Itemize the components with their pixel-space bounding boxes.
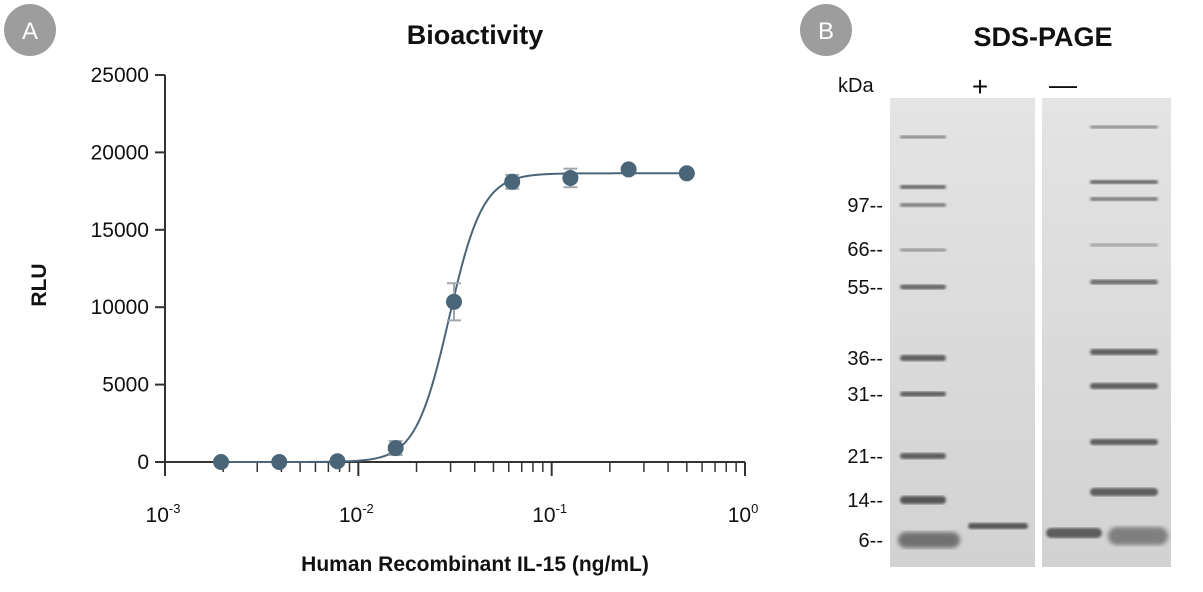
y-tick-label: 10000 <box>91 296 149 319</box>
data-point <box>271 454 288 470</box>
panel-b-badge-label: B <box>818 18 834 45</box>
gel-band <box>900 185 946 189</box>
marker-label: 6-- <box>859 530 883 552</box>
panel-a-badge-label: A <box>22 18 38 45</box>
gel-band <box>1090 349 1158 355</box>
panel-b: B SDS-PAGE kDa + — 97-- 66-- 55-- 36-- 31-- 2… <box>800 4 1171 567</box>
y-axis-label: RLU <box>28 263 51 306</box>
gel-right-panel <box>1042 98 1171 567</box>
gel-band <box>1046 528 1102 538</box>
data-point <box>446 293 463 310</box>
gel-bands <box>898 125 1168 548</box>
data-point <box>329 453 346 470</box>
gel-band <box>1090 488 1158 496</box>
x-tick-label: 100 <box>728 501 759 527</box>
gel-band <box>900 203 946 207</box>
y-tick-label: 0 <box>137 451 149 474</box>
data-point <box>504 173 521 190</box>
y-tick-label: 20000 <box>91 141 149 164</box>
gel-band <box>1090 279 1158 285</box>
data-point <box>620 161 637 178</box>
marker-label: 55-- <box>847 277 883 299</box>
gel-band <box>900 135 946 139</box>
gel-band <box>900 355 946 361</box>
gel-band <box>1090 180 1158 184</box>
marker-labels: 97-- 66-- 55-- 36-- 31-- 21-- 14-- 6-- <box>847 195 883 552</box>
kda-label: kDa <box>838 75 874 97</box>
gel-band <box>898 532 960 548</box>
marker-label: 31-- <box>847 384 883 406</box>
gel-band <box>1108 527 1168 545</box>
gel-band <box>1090 243 1158 247</box>
gel-band <box>1090 197 1158 201</box>
gel-band <box>900 453 946 459</box>
x-axis-label: Human Recombinant IL-15 (ng/mL) <box>301 553 649 576</box>
data-point <box>678 165 695 182</box>
lane-minus-label: — <box>1049 69 1077 100</box>
gel-band <box>1090 125 1158 129</box>
x-axis-ticks: 10-3 10-2 10-1 100 <box>146 462 759 527</box>
x-tick-label: 10-1 <box>532 501 567 527</box>
y-tick-label: 25000 <box>91 64 149 87</box>
marker-label: 97-- <box>847 195 883 217</box>
gel-band <box>900 496 946 504</box>
panel-a-badge <box>4 4 56 56</box>
y-axis-ticks: 0 5000 10000 15000 20000 25000 <box>91 64 165 474</box>
panel-b-badge <box>800 4 852 56</box>
gel-band <box>1090 383 1158 389</box>
marker-label: 14-- <box>847 490 883 512</box>
error-bars <box>330 166 694 466</box>
x-tick-label: 10-2 <box>339 501 374 527</box>
gel-band <box>968 523 1028 529</box>
y-tick-label: 5000 <box>102 374 149 397</box>
x-tick-label: 10-3 <box>146 501 181 527</box>
chart-title: Bioactivity <box>407 20 544 50</box>
data-point <box>562 169 579 186</box>
marker-label: 66-- <box>847 239 883 261</box>
data-point <box>387 440 404 457</box>
panel-a: A Bioactivity 0500010000150002000025000 … <box>4 4 758 576</box>
gel-band <box>900 391 946 397</box>
y-tick-label: 15000 <box>91 219 149 242</box>
marker-label: 21-- <box>847 446 883 468</box>
gel-title: SDS-PAGE <box>973 22 1112 52</box>
data-points <box>213 161 695 470</box>
data-point <box>213 454 230 470</box>
gel-band <box>1090 439 1158 445</box>
gel-band <box>900 284 946 290</box>
gel-left-panel <box>890 98 1035 567</box>
marker-label: 36-- <box>847 348 883 370</box>
lane-plus-label: + <box>972 71 988 102</box>
gel-band <box>900 248 946 252</box>
